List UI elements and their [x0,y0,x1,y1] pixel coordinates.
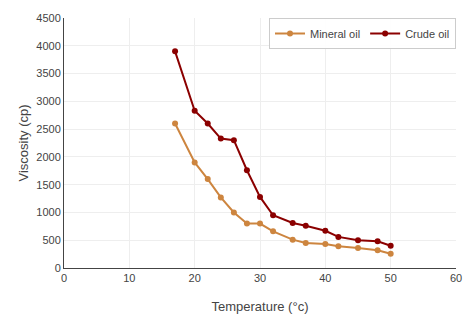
svg-text:3000: 3000 [36,95,60,107]
svg-text:4000: 4000 [36,40,60,52]
svg-text:50: 50 [385,272,397,284]
svg-text:0: 0 [55,262,61,274]
svg-text:Crude oil: Crude oil [405,28,449,40]
svg-text:60: 60 [450,272,462,284]
svg-text:500: 500 [42,234,60,246]
svg-text:Mineral oil: Mineral oil [310,28,360,40]
svg-text:3500: 3500 [36,67,60,79]
svg-text:1500: 1500 [36,179,60,191]
svg-text:2000: 2000 [36,151,60,163]
svg-text:4500: 4500 [36,12,60,24]
svg-text:0: 0 [61,272,67,284]
svg-text:30: 30 [254,272,266,284]
svg-text:Viscosity (cp): Viscosity (cp) [16,104,31,181]
svg-text:10: 10 [123,272,135,284]
svg-text:2500: 2500 [36,123,60,135]
svg-text:40: 40 [319,272,331,284]
svg-text:20: 20 [189,272,201,284]
svg-text:1000: 1000 [36,206,60,218]
svg-text:Temperature (°c): Temperature (°c) [212,299,309,314]
